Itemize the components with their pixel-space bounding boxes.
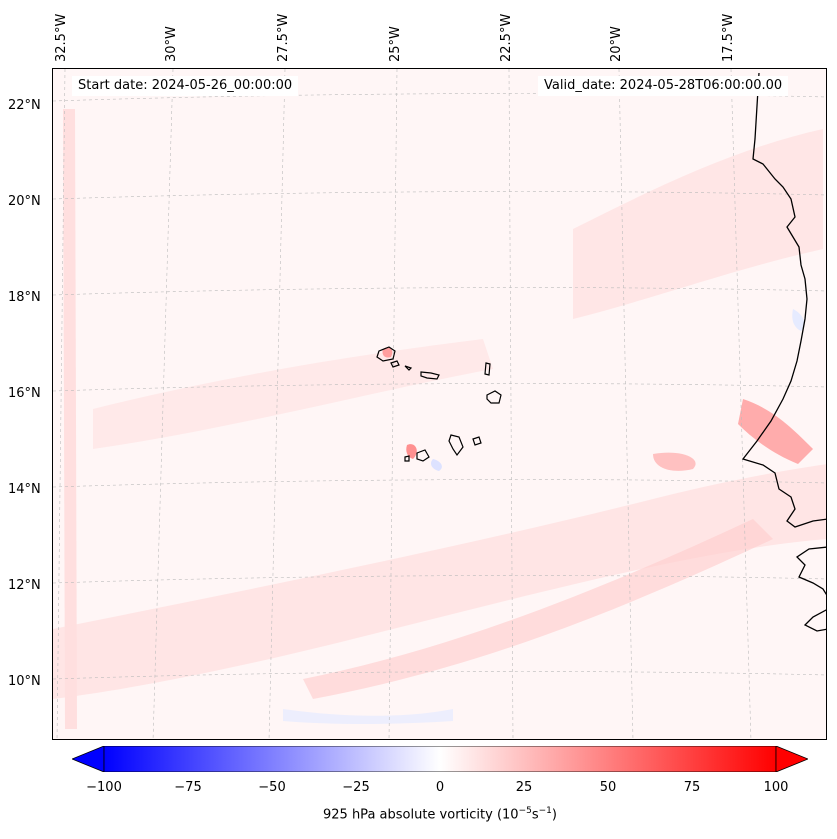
valid-date-label: Valid_date: 2024-05-28T06:00:00.00 xyxy=(538,76,789,96)
colorbar-title-end: ) xyxy=(551,807,557,823)
colorbar-title-exp1: −5 xyxy=(518,806,532,816)
lon-label-25w: 25°W xyxy=(388,26,403,62)
lon-label-30w: 30°W xyxy=(164,26,179,62)
start-date-label: Start date: 2024-05-26_00:00:00 xyxy=(72,76,299,96)
colorbar-title-text: 925 hPa absolute vorticity (10 xyxy=(323,807,519,823)
cbar-tick-neg50: −50 xyxy=(258,780,286,795)
lon-label-20w: 20°W xyxy=(609,26,624,62)
lon-label-17.5w: 17.5°W xyxy=(721,13,736,62)
colorbar-title-exp2: −1 xyxy=(538,806,552,816)
cbar-tick-75: 75 xyxy=(683,780,701,795)
cbar-tick-100: 100 xyxy=(763,780,789,795)
cbar-tick-neg100: −100 xyxy=(86,780,122,795)
cape-verde-islands xyxy=(376,346,502,462)
graticule xyxy=(53,69,826,739)
lat-label-18n: 18°N xyxy=(8,290,41,305)
cbar-tick-0: 0 xyxy=(435,780,445,795)
lat-label-12n: 12°N xyxy=(8,578,41,593)
lat-label-20n: 20°N xyxy=(8,194,41,209)
colorbar-body xyxy=(103,746,777,772)
map-panel[interactable] xyxy=(52,68,827,740)
colorbar-title-unit: s xyxy=(531,807,539,823)
lon-label-22.5w: 22.5°W xyxy=(499,13,514,62)
lon-label-32.5w: 32.5°W xyxy=(54,13,69,62)
colorbar-title: 925 hPa absolute vorticity (10−5s−1) xyxy=(0,806,837,822)
cbar-tick-neg75: −75 xyxy=(174,780,202,795)
lon-label-27.5w: 27.5°W xyxy=(276,13,291,62)
colorbar-extend-high xyxy=(775,746,808,772)
cbar-tick-25: 25 xyxy=(515,780,533,795)
lat-label-10n: 10°N xyxy=(8,674,41,689)
lat-label-16n: 16°N xyxy=(8,386,41,401)
lat-label-14n: 14°N xyxy=(8,482,41,497)
africa-coastline xyxy=(741,72,826,528)
cbar-tick-neg25: −25 xyxy=(342,780,370,795)
guinea-coastline xyxy=(795,546,826,632)
lat-label-22n: 22°N xyxy=(8,98,41,113)
colorbar-extend-low xyxy=(72,746,105,772)
colorbar xyxy=(72,746,808,772)
vorticity-map xyxy=(53,69,826,739)
cbar-tick-50: 50 xyxy=(599,780,617,795)
